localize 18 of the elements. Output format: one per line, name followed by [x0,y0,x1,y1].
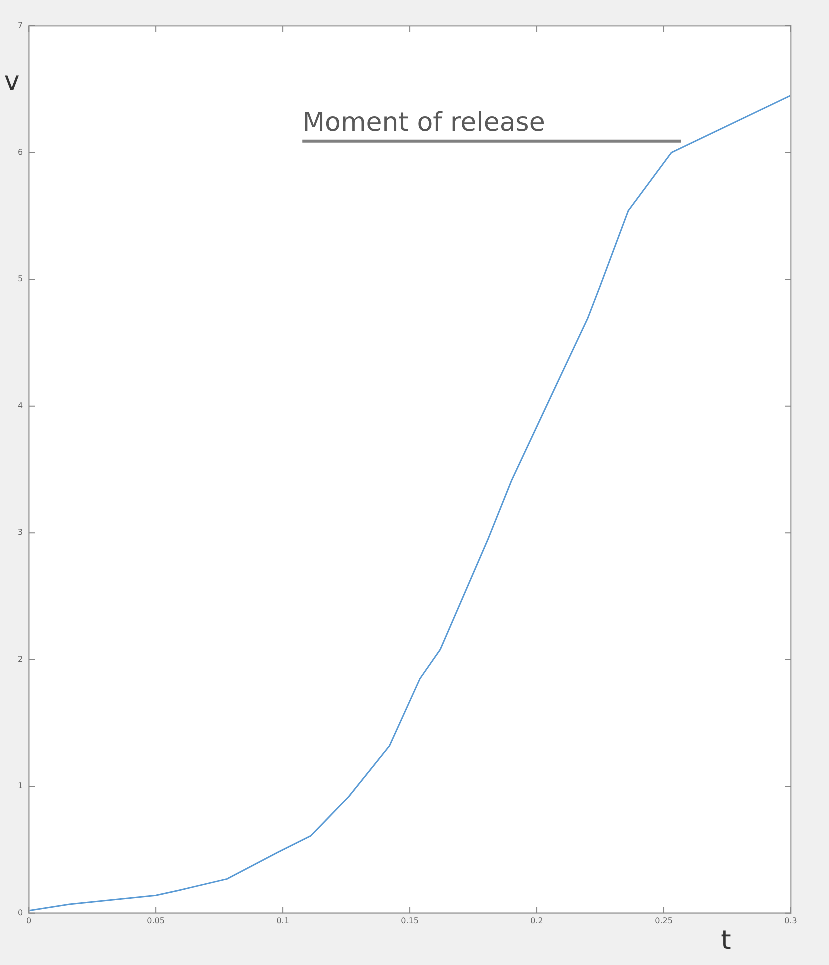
y-tick-label: 0 [18,908,24,918]
y-tick-label: 7 [18,21,24,30]
y-tick-label: 2 [18,654,24,664]
x-tick-label: 0.3 [784,916,798,926]
x-tick-label: 0.05 [147,916,165,926]
y-tick-label: 1 [18,782,24,791]
x-tick-label: 0.25 [655,916,673,926]
x-tick-label: 0 [26,916,32,926]
y-axis-title: v [4,66,20,97]
y-tick-label: 3 [18,528,24,538]
x-tick-label: 0.15 [401,916,419,926]
x-axis-title: t [721,926,732,956]
x-tick-label: 0.1 [276,916,290,926]
y-tick-label: 4 [18,401,24,410]
y-tick-label: 5 [18,274,24,284]
x-tick-label: 0.2 [530,916,544,926]
y-tick-label: 6 [18,148,24,157]
annotation: Moment of release [302,108,546,138]
